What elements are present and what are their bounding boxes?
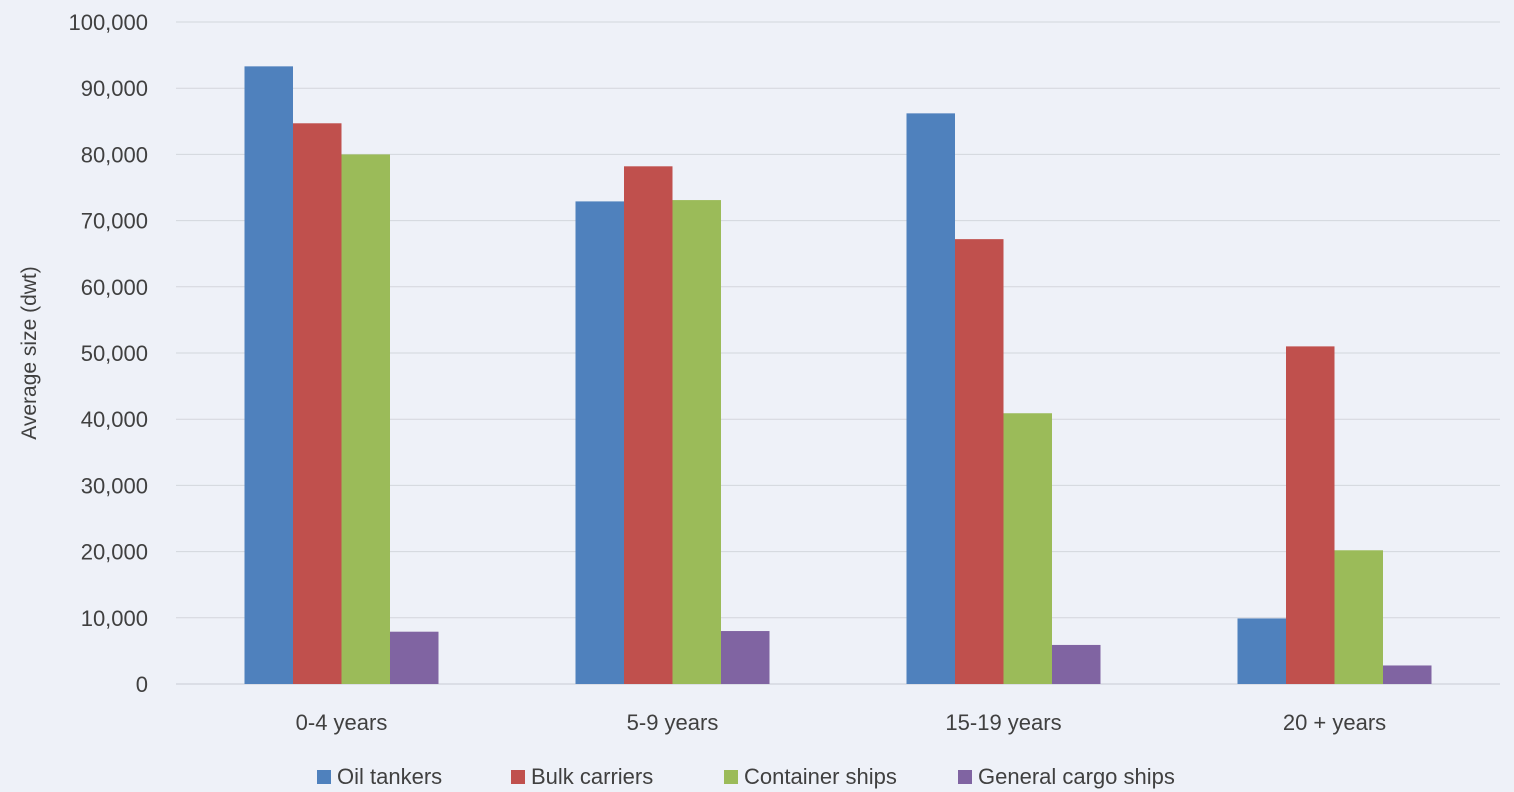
legend-label: Oil tankers <box>337 764 442 789</box>
y-tick-label: 0 <box>136 672 148 697</box>
legend-swatch <box>958 770 972 784</box>
y-tick-label: 70,000 <box>81 209 148 234</box>
bar-general-cargo-ships-2 <box>721 631 770 684</box>
bar-general-cargo-ships-4 <box>1383 665 1432 684</box>
bar-bulk-carriers-4 <box>1286 346 1335 684</box>
x-category-label: 15-19 years <box>945 710 1061 735</box>
bar-container-ships-1 <box>341 154 390 684</box>
bar-container-ships-4 <box>1334 550 1383 684</box>
bar-oil-tankers-2 <box>575 201 624 685</box>
legend-swatch <box>511 770 525 784</box>
bars <box>244 66 1432 685</box>
x-category-label: 0-4 years <box>296 710 388 735</box>
y-tick-label: 40,000 <box>81 407 148 432</box>
bar-oil-tankers-4 <box>1237 618 1286 684</box>
y-tick-label: 30,000 <box>81 473 148 498</box>
legend-label: General cargo ships <box>978 764 1175 789</box>
legend-label: Container ships <box>744 764 897 789</box>
bar-container-ships-2 <box>672 200 721 684</box>
x-category-label: 20 + years <box>1283 710 1386 735</box>
legend-swatch <box>317 770 331 784</box>
bar-oil-tankers-3 <box>906 113 955 684</box>
legend: Oil tankers Bulk carriers Container ships G… <box>317 764 1175 789</box>
bar-bulk-carriers-3 <box>955 239 1004 685</box>
legend-swatch <box>724 770 738 784</box>
y-tick-label: 10,000 <box>81 606 148 631</box>
x-axis-category-labels: 0-4 years 5-9 years 15-19 years 20 + years <box>296 710 1387 735</box>
bar-oil-tankers-1 <box>244 66 293 684</box>
bar-container-ships-3 <box>1003 413 1052 684</box>
y-tick-label: 80,000 <box>81 142 148 167</box>
legend-label: Bulk carriers <box>531 764 653 789</box>
bar-bulk-carriers-2 <box>624 166 673 685</box>
y-tick-label: 90,000 <box>81 76 148 101</box>
y-tick-label: 100,000 <box>68 10 148 35</box>
x-category-label: 5-9 years <box>627 710 719 735</box>
y-tick-label: 60,000 <box>81 275 148 300</box>
bar-general-cargo-ships-1 <box>390 631 439 684</box>
y-tick-label: 20,000 <box>81 540 148 565</box>
y-axis-title: Average size (dwt) <box>18 266 41 440</box>
y-tick-label: 50,000 <box>81 341 148 366</box>
gridlines <box>176 21 1500 619</box>
bar-general-cargo-ships-3 <box>1052 644 1101 684</box>
y-axis-tick-labels: 0 10,000 20,000 30,000 40,000 50,000 60,000 70,… <box>68 10 148 697</box>
bar-bulk-carriers-1 <box>293 123 342 684</box>
